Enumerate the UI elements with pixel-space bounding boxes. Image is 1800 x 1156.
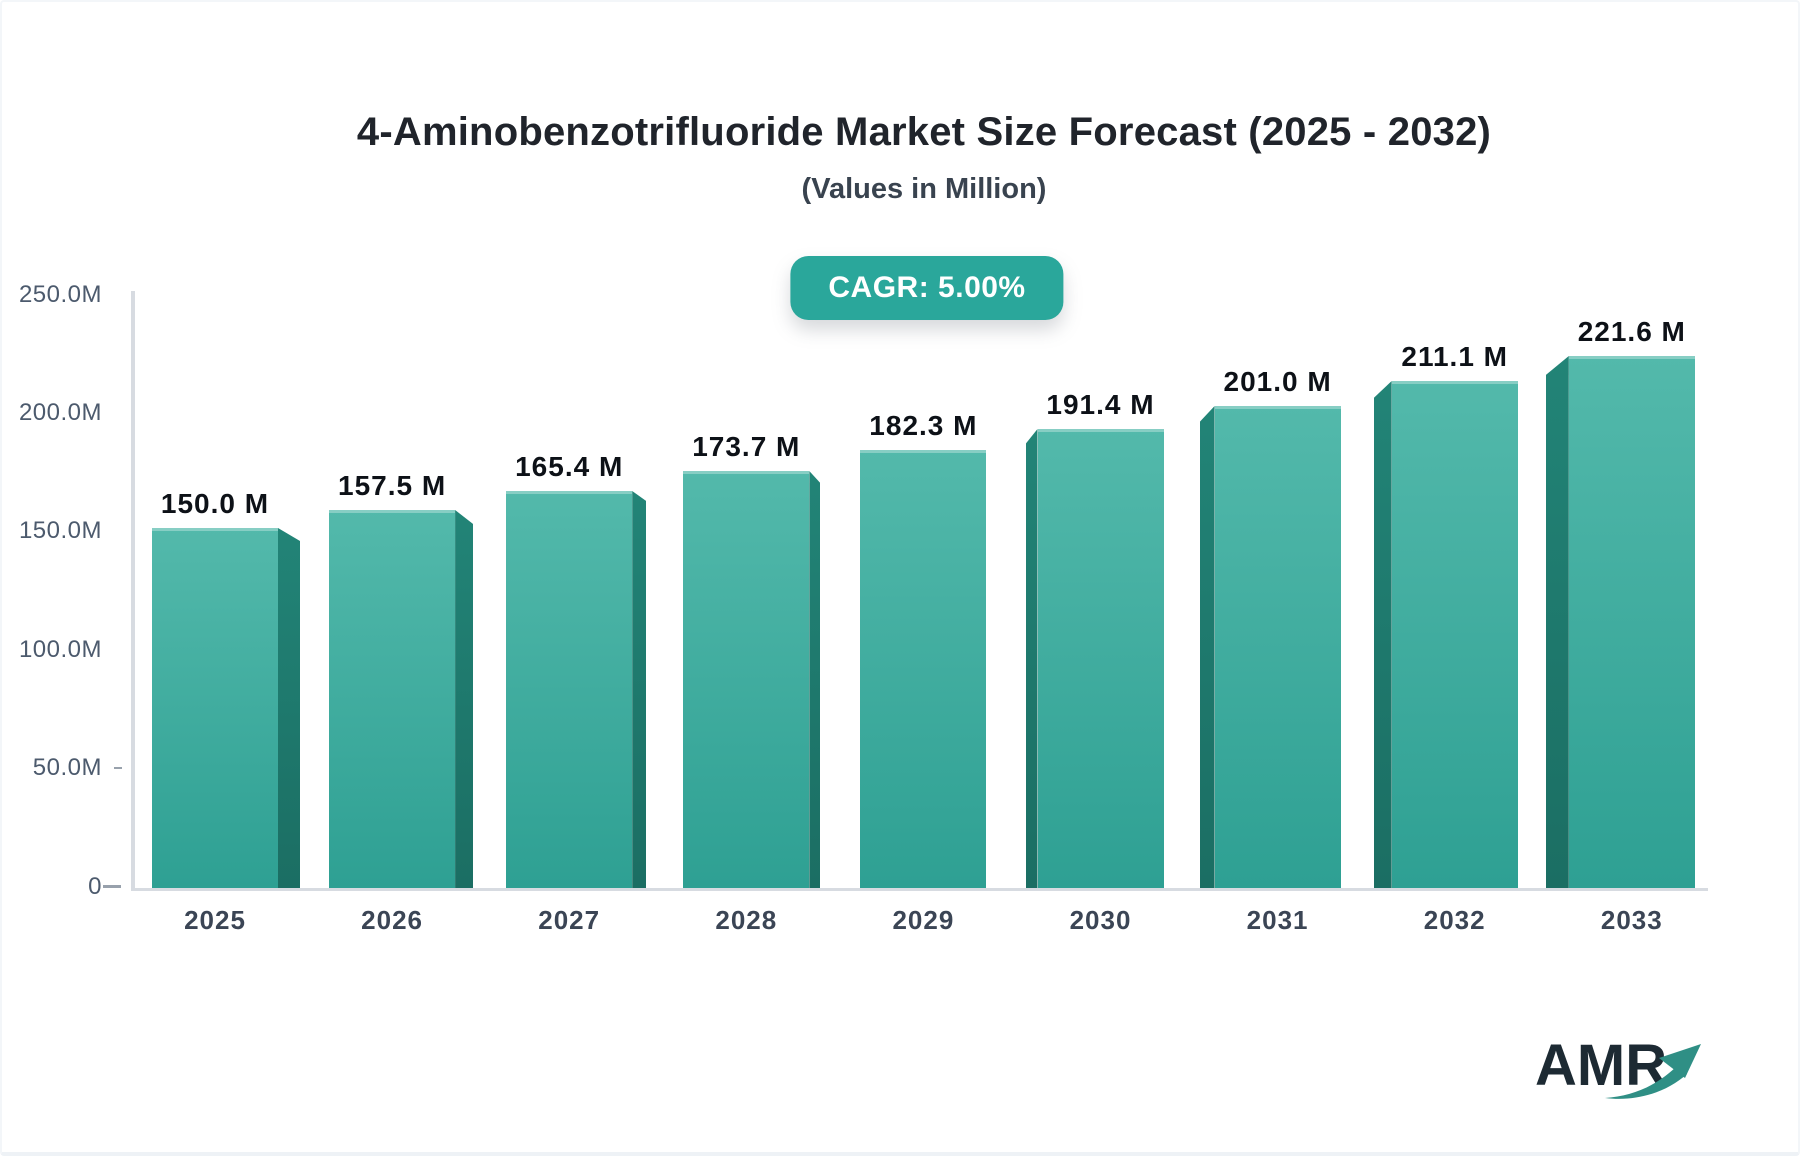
y-axis-tick-label: 100.0M <box>18 636 102 663</box>
bar-front-face[interactable] <box>860 450 987 888</box>
bar-top-highlight <box>683 471 810 474</box>
bar-side-face[interactable] <box>632 491 647 888</box>
bar-front-face[interactable] <box>683 471 810 888</box>
bar-side-face[interactable] <box>1025 429 1038 888</box>
bar-side-face[interactable] <box>455 510 474 888</box>
y-axis-line <box>131 291 135 891</box>
y-axis-tick-label: 200.0M <box>18 399 102 426</box>
cagr-badge: CAGR: 5.00% <box>790 256 1064 320</box>
brand-logo: AMR <box>1535 1032 1715 1122</box>
bar-top-highlight <box>1214 406 1341 409</box>
bar-front-face[interactable] <box>329 510 456 888</box>
y-axis-tick-label: 250.0M <box>18 281 102 308</box>
x-axis-label: 2033 <box>1600 905 1663 935</box>
bar-value-label: 165.4 M <box>515 451 624 482</box>
bar-top-highlight <box>1391 381 1518 384</box>
bar-top-highlight <box>506 491 633 494</box>
x-axis-label: 2029 <box>892 905 955 935</box>
bar-side-face[interactable] <box>278 528 300 888</box>
bar-top-highlight <box>152 528 278 531</box>
y-axis-tick-label: 50.0M <box>32 754 102 781</box>
bar-front-face[interactable] <box>152 528 278 888</box>
bar-value-label: 157.5 M <box>338 470 447 501</box>
bar-value-label: 211.1 M <box>1401 341 1509 372</box>
x-axis-label: 2028 <box>715 905 778 935</box>
chart-title: 4-Aminobenzotrifluoride Market Size Fore… <box>356 110 1492 154</box>
y-axis-tick-label: 150.0M <box>18 517 102 544</box>
bar-value-label: 201.0 M <box>1223 366 1332 397</box>
bar-top-highlight <box>329 510 456 513</box>
bar-side-face[interactable] <box>809 471 821 888</box>
growth-arrow-icon <box>1605 1044 1701 1099</box>
bar-front-face[interactable] <box>1568 356 1695 888</box>
brand-logo-text: AMR <box>1535 1033 1668 1098</box>
bar-front-face[interactable] <box>1037 429 1164 888</box>
bar-value-label: 173.7 M <box>692 431 801 462</box>
bar-side-face[interactable] <box>1373 381 1392 888</box>
bar-side-face[interactable] <box>1545 356 1569 888</box>
bar-front-face[interactable] <box>1214 406 1341 888</box>
x-axis-line <box>131 888 1708 891</box>
x-axis-label: 2030 <box>1069 905 1132 935</box>
bar-side-face[interactable] <box>1199 406 1215 888</box>
bar-front-face[interactable] <box>1391 381 1518 888</box>
x-axis-label: 2027 <box>538 905 601 935</box>
bar-top-highlight <box>860 450 987 453</box>
x-axis-label: 2032 <box>1423 905 1486 935</box>
bar-top-highlight <box>1037 429 1164 432</box>
bar-front-face[interactable] <box>506 491 633 888</box>
y-axis-tick-mark <box>114 767 122 769</box>
bar-value-label: 150.0 M <box>160 488 270 519</box>
x-axis-label: 2031 <box>1246 905 1309 935</box>
bar-value-label: 221.6 M <box>1577 316 1686 347</box>
bar-top-highlight <box>1568 356 1695 359</box>
bar-value-label: 191.4 M <box>1046 389 1155 420</box>
y-axis-tick-mark <box>103 885 121 888</box>
y-axis-tick-label: 0 <box>88 873 102 900</box>
bar-value-label: 182.3 M <box>869 410 978 441</box>
x-axis-label: 2026 <box>361 905 424 935</box>
x-axis-label: 2025 <box>184 905 246 935</box>
chart-subtitle: (Values in Million) <box>801 173 1047 205</box>
